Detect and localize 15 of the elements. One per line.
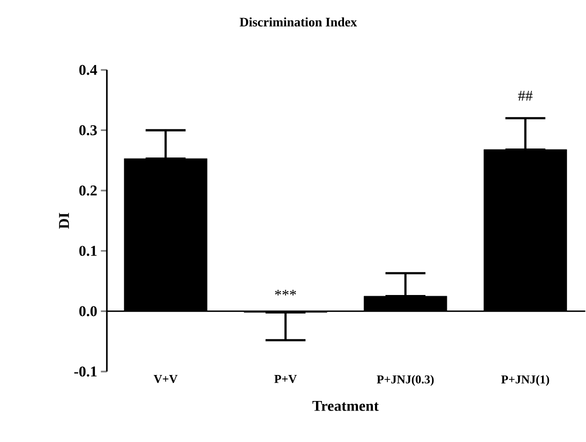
y-tick-label: 0.1 — [79, 246, 97, 256]
x-axis-title: Treatment — [312, 400, 379, 411]
y-axis-title: DI — [59, 212, 69, 229]
chart-title: Discrimination Index — [240, 17, 357, 26]
x-tick-label: V+V — [154, 374, 178, 383]
y-tick-label: 0.0 — [79, 306, 97, 316]
annotation: *** — [275, 290, 296, 296]
y-tick-label: 0.3 — [79, 124, 97, 136]
x-tick-label: P+JNJ(0.3) — [376, 374, 434, 386]
y-tick-label: 0.2 — [79, 185, 97, 196]
y-tick-label: -0.1 — [74, 366, 97, 376]
x-tick-label: P+JNJ(1) — [501, 374, 550, 386]
annotation: ## — [518, 90, 533, 100]
x-tick-label: P+V — [274, 374, 297, 383]
y-tick-label: 0.4 — [79, 64, 98, 75]
